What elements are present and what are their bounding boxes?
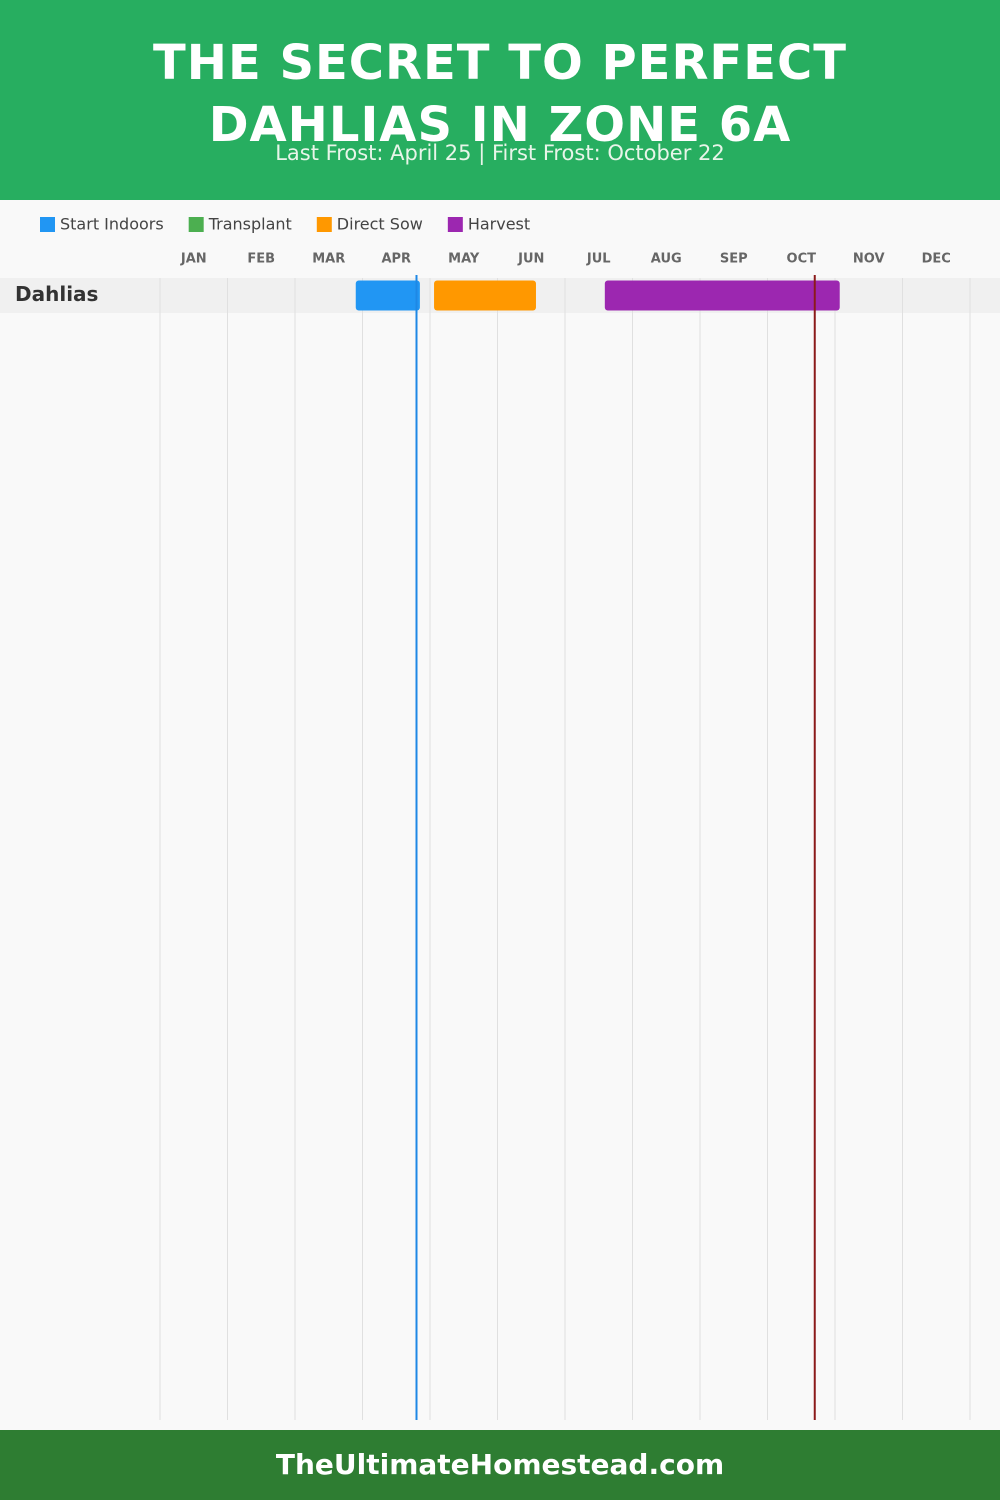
x-tick-label: JUN — [517, 252, 544, 267]
legend-swatch — [316, 217, 332, 232]
x-tick-label: JAN — [180, 252, 207, 267]
footer: TheUltimateHomestead.com — [0, 1430, 1000, 1500]
row-label: Dahlias — [15, 282, 98, 306]
task-bar — [355, 280, 420, 311]
legend-label: Start Indoors — [60, 215, 164, 234]
legend-swatch — [188, 217, 204, 232]
chart-title: THE SECRET TO PERFECT DAHLIAS IN ZONE 6A — [153, 35, 847, 153]
x-tick-label: DEC — [922, 252, 951, 267]
legend-label: Transplant — [208, 215, 292, 234]
task-bar — [434, 280, 536, 311]
chart: JAN FEB MAR APR MAY JUN JUL AUG SEP OCT NOV DEC Star… — [0, 215, 1000, 1420]
x-tick-label: JUL — [586, 252, 611, 267]
x-tick-label: NOV — [853, 252, 885, 267]
x-tick-label: MAY — [448, 252, 480, 267]
x-tick-label: MAR — [312, 252, 345, 267]
task-bar — [604, 280, 840, 311]
x-tick-label: OCT — [787, 252, 817, 267]
x-tick-label: SEP — [720, 252, 748, 267]
legend-label: Direct Sow — [337, 215, 423, 234]
x-tick-label: FEB — [247, 252, 275, 267]
legend-swatch — [447, 217, 463, 232]
legend-swatch — [40, 217, 55, 232]
legend-label: Harvest — [468, 215, 530, 234]
x-tick-label: AUG — [651, 252, 682, 267]
x-tick-label: APR — [381, 252, 411, 267]
header: THE SECRET TO PERFECT DAHLIAS IN ZONE 6A… — [0, 0, 1000, 200]
subtitle: Last Frost: April 25 | First Frost: Octo… — [275, 141, 725, 165]
